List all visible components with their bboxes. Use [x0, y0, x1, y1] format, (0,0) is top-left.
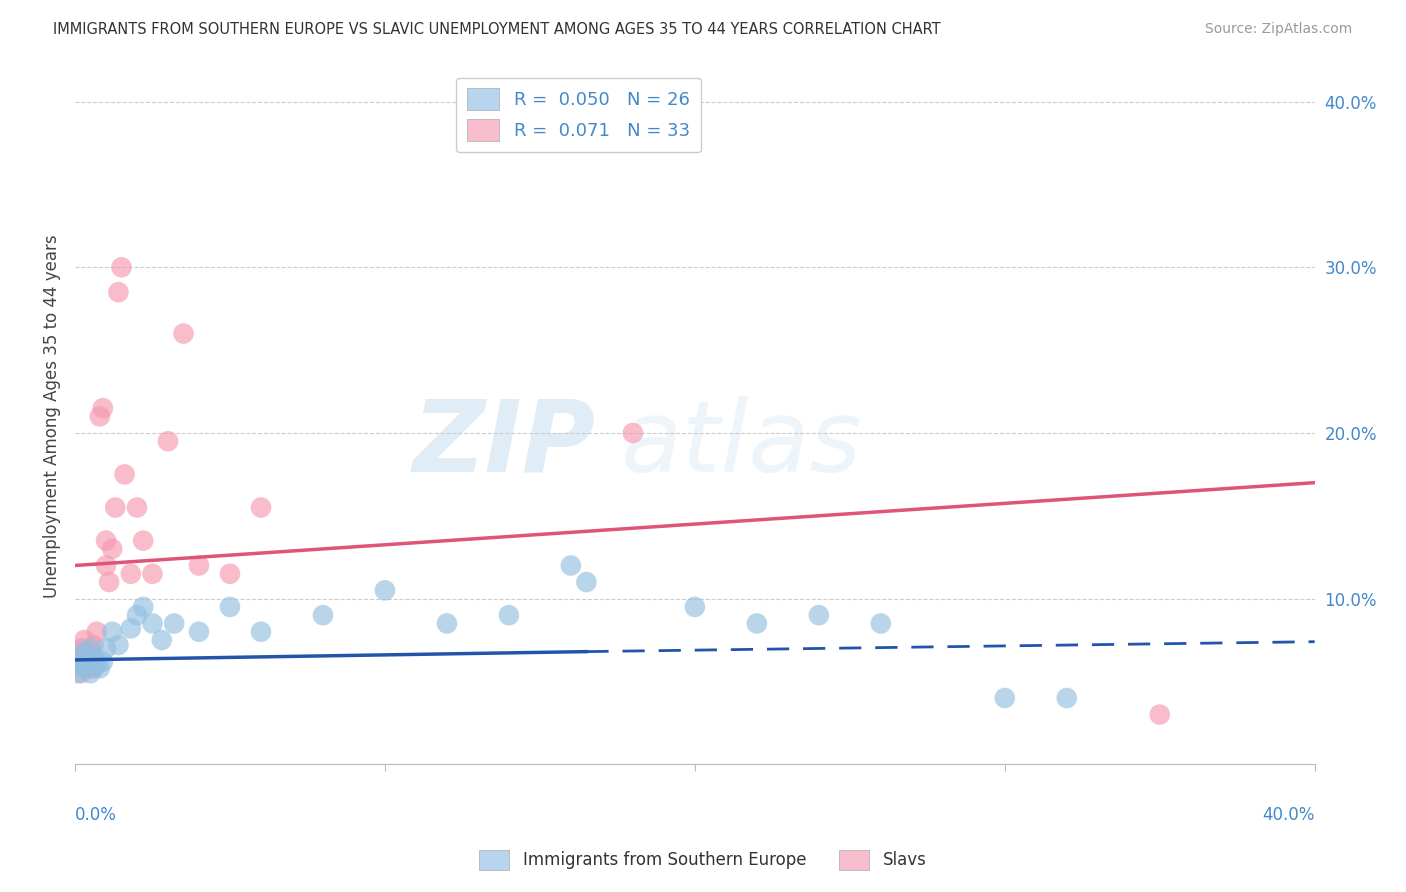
Point — [125, 608, 148, 623]
Point — [89, 409, 111, 424]
Y-axis label: Unemployment Among Ages 35 to 44 years: Unemployment Among Ages 35 to 44 years — [44, 235, 60, 599]
Point — [101, 541, 124, 556]
Point — [436, 616, 458, 631]
Point — [91, 401, 114, 416]
Point — [76, 657, 98, 672]
Point — [91, 655, 114, 669]
Text: IMMIGRANTS FROM SOUTHERN EUROPE VS SLAVIC UNEMPLOYMENT AMONG AGES 35 TO 44 YEARS: IMMIGRANTS FROM SOUTHERN EUROPE VS SLAVI… — [53, 22, 941, 37]
Text: ZIP: ZIP — [413, 396, 596, 492]
Point — [83, 638, 105, 652]
Point — [107, 638, 129, 652]
Point — [120, 622, 142, 636]
Point — [156, 434, 179, 449]
Point — [73, 657, 96, 672]
Point — [188, 624, 211, 639]
Point — [173, 326, 195, 341]
Point — [73, 645, 96, 659]
Point — [89, 661, 111, 675]
Point — [575, 575, 598, 590]
Point — [1149, 707, 1171, 722]
Point — [79, 645, 101, 659]
Point — [120, 566, 142, 581]
Point — [83, 661, 105, 675]
Point — [104, 500, 127, 515]
Point — [79, 661, 101, 675]
Point — [683, 599, 706, 614]
Legend: Immigrants from Southern Europe, Slavs: Immigrants from Southern Europe, Slavs — [472, 843, 934, 877]
Point — [86, 624, 108, 639]
Legend: R =  0.050   N = 26, R =  0.071   N = 33: R = 0.050 N = 26, R = 0.071 N = 33 — [456, 78, 700, 153]
Point — [141, 566, 163, 581]
Point — [807, 608, 830, 623]
Point — [250, 500, 273, 515]
Point — [94, 558, 117, 573]
Point — [994, 691, 1017, 706]
Point — [110, 260, 132, 275]
Point — [745, 616, 768, 631]
Text: atlas: atlas — [620, 396, 862, 492]
Text: 40.0%: 40.0% — [1263, 806, 1315, 824]
Point — [188, 558, 211, 573]
Point — [132, 599, 155, 614]
Point — [374, 583, 396, 598]
Point — [132, 533, 155, 548]
Point — [101, 624, 124, 639]
Point — [67, 657, 90, 672]
Point — [67, 666, 90, 681]
Point — [86, 657, 108, 672]
Point — [114, 467, 136, 482]
Point — [79, 641, 101, 656]
Point — [83, 649, 105, 664]
Point — [70, 666, 93, 681]
Point — [98, 575, 121, 590]
Point — [621, 425, 644, 440]
Point — [219, 599, 242, 614]
Point — [79, 666, 101, 681]
Point — [73, 633, 96, 648]
Point — [312, 608, 335, 623]
Point — [94, 641, 117, 656]
Text: 0.0%: 0.0% — [75, 806, 117, 824]
Point — [150, 633, 173, 648]
Point — [94, 533, 117, 548]
Point — [250, 624, 273, 639]
Point — [560, 558, 582, 573]
Point — [70, 649, 93, 664]
Point — [869, 616, 891, 631]
Point — [1056, 691, 1078, 706]
Point — [70, 641, 93, 656]
Text: Source: ZipAtlas.com: Source: ZipAtlas.com — [1205, 22, 1353, 37]
Point — [219, 566, 242, 581]
Point — [163, 616, 186, 631]
Point — [67, 657, 90, 672]
Point — [67, 645, 90, 659]
Point — [498, 608, 520, 623]
Point — [107, 285, 129, 300]
Point — [125, 500, 148, 515]
Point — [73, 661, 96, 675]
Point — [76, 649, 98, 664]
Point — [141, 616, 163, 631]
